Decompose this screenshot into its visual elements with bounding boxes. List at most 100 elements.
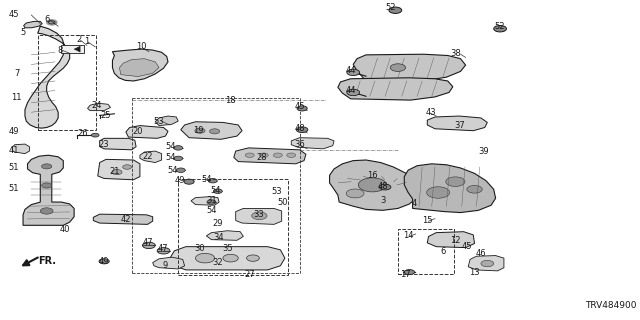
Text: 6: 6 <box>45 15 50 24</box>
Polygon shape <box>12 144 29 154</box>
Circle shape <box>112 170 122 175</box>
Text: 27: 27 <box>244 269 255 279</box>
Circle shape <box>252 212 267 220</box>
Text: 42: 42 <box>120 215 131 224</box>
Text: 31: 31 <box>206 196 217 205</box>
Text: 45: 45 <box>294 102 305 111</box>
Circle shape <box>481 260 493 267</box>
Text: 51: 51 <box>8 184 19 193</box>
Text: 14: 14 <box>403 231 413 240</box>
Text: 54: 54 <box>165 142 176 151</box>
Polygon shape <box>140 151 162 163</box>
Circle shape <box>209 129 220 134</box>
Text: 9: 9 <box>163 261 168 270</box>
Polygon shape <box>24 21 42 28</box>
Polygon shape <box>93 214 153 224</box>
Text: 36: 36 <box>294 140 305 149</box>
Polygon shape <box>100 138 136 150</box>
Text: 54: 54 <box>201 175 212 184</box>
Text: 39: 39 <box>478 147 489 156</box>
Text: 50: 50 <box>278 197 288 206</box>
Text: 45: 45 <box>461 242 472 251</box>
Circle shape <box>347 89 360 96</box>
Text: 45: 45 <box>8 10 19 19</box>
Polygon shape <box>234 148 306 164</box>
Polygon shape <box>25 26 70 128</box>
Text: 7: 7 <box>14 69 19 78</box>
Circle shape <box>123 165 132 169</box>
Circle shape <box>143 242 156 249</box>
Polygon shape <box>113 49 168 81</box>
Text: 22: 22 <box>142 152 153 161</box>
Circle shape <box>246 255 259 261</box>
Circle shape <box>287 153 296 157</box>
Circle shape <box>223 254 238 262</box>
Circle shape <box>42 183 52 188</box>
Text: 30: 30 <box>195 244 205 253</box>
Text: 3: 3 <box>380 196 385 205</box>
Text: 4: 4 <box>412 199 417 208</box>
Text: 10: 10 <box>136 42 147 52</box>
Text: 48: 48 <box>377 182 388 191</box>
Polygon shape <box>98 159 140 180</box>
Circle shape <box>493 26 506 32</box>
Text: 28: 28 <box>256 153 267 162</box>
Circle shape <box>404 270 415 275</box>
Circle shape <box>427 187 450 198</box>
Text: 11: 11 <box>12 93 22 102</box>
Polygon shape <box>126 125 168 138</box>
Text: 25: 25 <box>101 111 111 120</box>
Polygon shape <box>291 138 334 149</box>
Text: 17: 17 <box>400 269 411 279</box>
Circle shape <box>208 179 217 183</box>
Circle shape <box>47 20 57 25</box>
Polygon shape <box>428 232 474 248</box>
Polygon shape <box>191 197 219 205</box>
Circle shape <box>347 69 360 76</box>
Polygon shape <box>404 164 495 212</box>
Circle shape <box>92 133 99 137</box>
Polygon shape <box>180 122 242 139</box>
Polygon shape <box>153 257 184 269</box>
Circle shape <box>259 153 268 157</box>
Text: 37: 37 <box>454 121 465 130</box>
Text: 18: 18 <box>225 96 236 105</box>
Polygon shape <box>120 59 159 76</box>
Text: 26: 26 <box>77 129 88 138</box>
Polygon shape <box>170 247 285 270</box>
Text: 53: 53 <box>271 187 282 196</box>
Text: 44: 44 <box>346 86 356 95</box>
Bar <box>398 229 454 274</box>
Polygon shape <box>88 103 111 111</box>
Text: 54: 54 <box>165 153 176 162</box>
Text: 15: 15 <box>422 216 433 225</box>
Circle shape <box>297 106 307 111</box>
Circle shape <box>358 178 387 192</box>
Text: 52: 52 <box>385 3 396 12</box>
Text: 5: 5 <box>20 28 26 37</box>
Circle shape <box>467 186 482 193</box>
Text: 49: 49 <box>174 176 185 185</box>
Circle shape <box>446 177 465 187</box>
Polygon shape <box>61 45 84 53</box>
Circle shape <box>390 64 406 71</box>
Circle shape <box>195 128 205 133</box>
Text: 47: 47 <box>157 244 168 253</box>
Bar <box>38 35 97 130</box>
Circle shape <box>389 7 402 13</box>
Circle shape <box>176 168 185 172</box>
Text: 20: 20 <box>132 127 143 136</box>
Text: 48: 48 <box>294 124 305 133</box>
Text: TRV484900: TRV484900 <box>584 301 636 310</box>
Text: 46: 46 <box>476 249 486 258</box>
Text: 29: 29 <box>212 219 223 228</box>
Circle shape <box>99 259 109 264</box>
Text: 1: 1 <box>84 37 89 46</box>
Circle shape <box>173 156 182 161</box>
Text: 24: 24 <box>92 101 102 110</box>
Polygon shape <box>23 155 74 225</box>
Polygon shape <box>353 54 466 81</box>
Polygon shape <box>428 116 487 131</box>
Text: 54: 54 <box>210 186 221 195</box>
Circle shape <box>296 127 308 132</box>
